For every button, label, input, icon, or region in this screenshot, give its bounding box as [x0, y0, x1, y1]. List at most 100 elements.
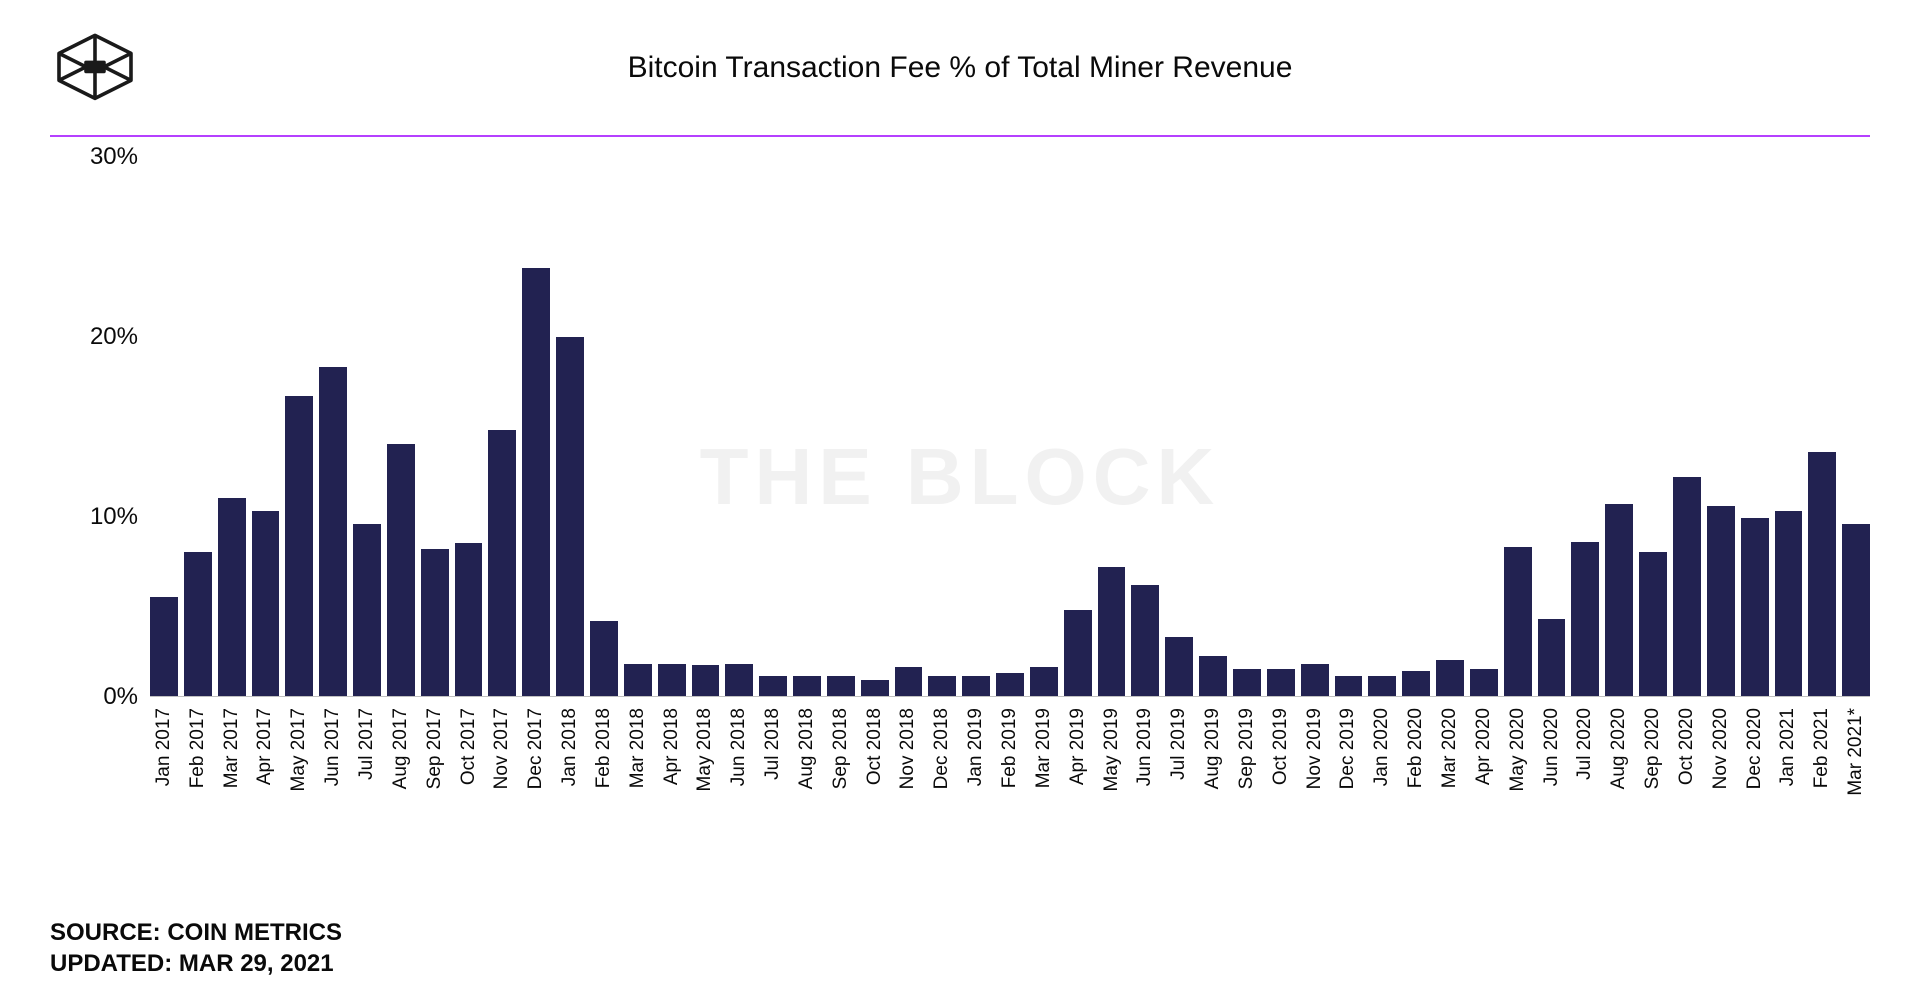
x-tick-label: Jan 2019 [965, 708, 987, 786]
bar [1165, 637, 1193, 696]
bar [624, 664, 652, 696]
x-tick-label: Jan 2020 [1371, 708, 1393, 786]
bar [1707, 506, 1735, 696]
x-tick-label: Jul 2020 [1574, 708, 1596, 780]
bar [522, 268, 550, 696]
plot-area [150, 157, 1870, 697]
x-tick-label: Sep 2017 [424, 708, 446, 789]
bar [590, 621, 618, 696]
x-tick-label: Sep 2020 [1642, 708, 1664, 789]
bar [184, 552, 212, 696]
bar [1030, 667, 1058, 696]
y-tick-label: 20% [90, 323, 138, 351]
x-tick-label: Jun 2019 [1134, 708, 1156, 786]
x-tick-label: Feb 2020 [1405, 708, 1427, 788]
bar [1571, 542, 1599, 697]
x-tick-label: Aug 2020 [1608, 708, 1630, 789]
x-tick-label: May 2018 [694, 708, 716, 791]
bar [319, 367, 347, 696]
y-tick-label: 30% [90, 143, 138, 171]
x-tick-label: Jun 2020 [1541, 708, 1563, 786]
x-tick-label: Mar 2018 [627, 708, 649, 788]
x-tick-label: Nov 2017 [491, 708, 513, 789]
x-tick-label: May 2017 [288, 708, 310, 791]
bar [252, 511, 280, 696]
x-tick-label: Oct 2017 [458, 708, 480, 785]
header-divider [50, 135, 1870, 137]
bar [1098, 567, 1126, 696]
bar [1233, 669, 1261, 696]
x-tick-label: Apr 2017 [254, 708, 276, 785]
x-tick-label: Mar 2021* [1845, 708, 1867, 796]
bar [996, 673, 1024, 696]
bar [1538, 619, 1566, 696]
bar [1131, 585, 1159, 696]
x-tick-label: Feb 2019 [999, 708, 1021, 788]
x-tick-label: Oct 2020 [1676, 708, 1698, 785]
x-tick-label: Jul 2019 [1168, 708, 1190, 780]
x-tick-label: Dec 2020 [1744, 708, 1766, 789]
bar [1504, 547, 1532, 696]
bar [421, 549, 449, 696]
bar [218, 498, 246, 696]
bar [692, 665, 720, 696]
x-tick-label: Apr 2019 [1067, 708, 1089, 785]
x-tick-label: Aug 2018 [796, 708, 818, 789]
y-axis: 0%10%20%30% [50, 157, 150, 697]
bar [1741, 518, 1769, 696]
x-tick-label: Dec 2017 [525, 708, 547, 789]
x-tick-label: Feb 2021 [1811, 708, 1833, 788]
bar [962, 676, 990, 696]
bar [1673, 477, 1701, 696]
bar [1808, 452, 1836, 696]
bar [895, 667, 923, 696]
bar [1199, 656, 1227, 696]
chart-footer: SOURCE: COIN METRICS UPDATED: MAR 29, 20… [50, 917, 1870, 979]
x-tick-label: Nov 2020 [1710, 708, 1732, 789]
bar [1842, 524, 1870, 696]
source-line: SOURCE: COIN METRICS [50, 917, 1870, 948]
x-tick-label: Aug 2017 [390, 708, 412, 789]
x-tick-label: Sep 2018 [830, 708, 852, 789]
x-tick-label: Nov 2019 [1304, 708, 1326, 789]
chart-title: Bitcoin Transaction Fee % of Total Miner… [50, 51, 1870, 85]
x-tick-label: Jan 2018 [559, 708, 581, 786]
y-tick-label: 0% [103, 683, 138, 711]
x-tick-label: Oct 2018 [864, 708, 886, 785]
bar [1639, 552, 1667, 696]
updated-line: UPDATED: MAR 29, 2021 [50, 948, 1870, 979]
bar [150, 597, 178, 696]
x-tick-label: Feb 2018 [593, 708, 615, 788]
bar [1267, 669, 1295, 696]
bar [455, 543, 483, 696]
bar [827, 676, 855, 696]
bar [725, 664, 753, 696]
x-tick-label: Dec 2019 [1337, 708, 1359, 789]
bar [1301, 664, 1329, 696]
x-tick-label: Mar 2020 [1439, 708, 1461, 788]
bar [928, 676, 956, 696]
x-tick-label: Jul 2017 [356, 708, 378, 780]
bar [1605, 504, 1633, 696]
x-tick-label: Nov 2018 [897, 708, 919, 789]
bar [1368, 676, 1396, 696]
bar [1064, 610, 1092, 696]
bars-container [150, 157, 1870, 696]
x-tick-label: May 2020 [1507, 708, 1529, 791]
x-tick-label: Jul 2018 [762, 708, 784, 780]
x-tick-label: May 2019 [1101, 708, 1123, 791]
x-tick-label: Mar 2019 [1033, 708, 1055, 788]
chart-header: Bitcoin Transaction Fee % of Total Miner… [50, 30, 1870, 125]
bar [353, 524, 381, 696]
x-tick-label: Jan 2021 [1777, 708, 1799, 786]
x-tick-label: Oct 2019 [1270, 708, 1292, 785]
x-tick-label: Mar 2017 [221, 708, 243, 788]
bar [793, 676, 821, 696]
bar [861, 680, 889, 696]
x-tick-label: Feb 2017 [187, 708, 209, 788]
bar [1470, 669, 1498, 696]
bar [556, 337, 584, 696]
chart-area: THE BLOCK 0%10%20%30% Jan 2017Feb 2017Ma… [50, 157, 1870, 797]
bar [1402, 671, 1430, 696]
y-tick-label: 10% [90, 503, 138, 531]
